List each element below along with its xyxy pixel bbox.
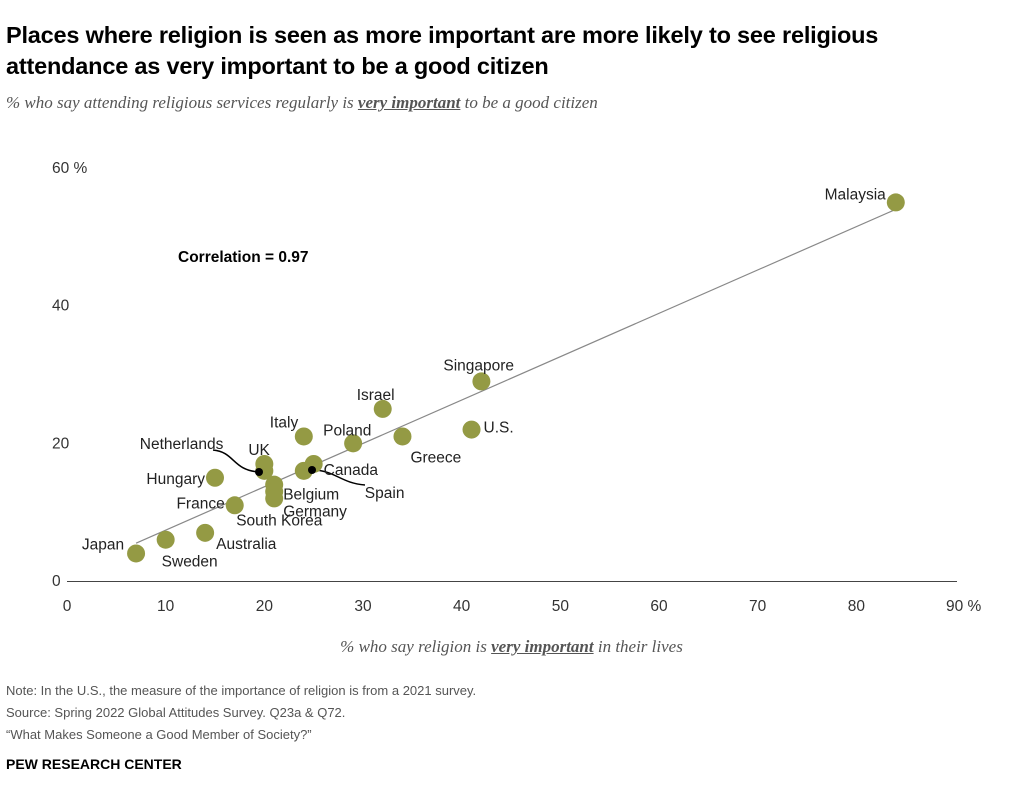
y-tick-label: 0 (52, 573, 61, 590)
label-belgium: Belgium (283, 487, 339, 504)
y-tick-label: 60 % (52, 160, 88, 177)
brand-logo-text: PEW RESEARCH CENTER (6, 756, 182, 772)
xlabel-post: in their lives (593, 637, 683, 656)
point-u-s (462, 420, 481, 439)
label-australia: Australia (216, 536, 277, 553)
spain-marker-dot (308, 466, 316, 474)
chart-title: Places where religion is seen as more im… (6, 22, 879, 79)
label-u-s: U.S. (484, 420, 514, 437)
x-tick-label: 60 (650, 598, 668, 615)
x-axis-label: % who say religion is very important in … (0, 637, 1023, 657)
x-tick-label: 10 (157, 598, 175, 615)
x-tick-label: 0 (63, 598, 72, 615)
label-netherlands: Netherlands (140, 436, 224, 453)
x-tick-label: 20 (256, 598, 274, 615)
subtitle-post: to be a good citizen (460, 93, 598, 112)
label-malaysia: Malaysia (825, 186, 887, 203)
label-japan: Japan (82, 536, 124, 553)
chart-subtitle: % who say attending religious services r… (6, 93, 598, 113)
point-singapore (472, 372, 491, 391)
correlation-annotation: Correlation = 0.97 (178, 249, 309, 266)
source: Source: Spring 2022 Global Attitudes Sur… (6, 705, 346, 720)
point-italy (294, 427, 313, 446)
point-hungary (206, 468, 224, 487)
x-tick-label: 80 (848, 598, 866, 615)
label-germany: Germany (283, 503, 347, 520)
label-south-korea: South Korea (236, 513, 323, 530)
label-sweden: Sweden (162, 554, 218, 571)
point-spain (294, 461, 313, 480)
xlabel-pre: % who say religion is (340, 637, 492, 656)
point-malaysia (886, 193, 905, 212)
note: Note: In the U.S., the measure of the im… (6, 683, 477, 698)
label-france: France (176, 495, 224, 512)
x-tick-label: 90 % (946, 598, 982, 615)
label-singapore: Singapore (443, 357, 514, 374)
x-tick-label: 40 (453, 598, 471, 615)
x-tick-label: 70 (749, 598, 767, 615)
label-poland: Poland (323, 422, 371, 439)
y-tick-label: 40 (52, 298, 70, 315)
x-tick-label: 50 (552, 598, 570, 615)
point-israel (373, 399, 392, 418)
label-canada: Canada (324, 462, 379, 479)
point-germany (265, 489, 284, 508)
subtitle-emphasis: very important (357, 93, 461, 112)
point-australia (196, 523, 215, 542)
label-hungary: Hungary (146, 471, 205, 488)
point-japan (127, 544, 146, 563)
netherlands-marker-dot (255, 468, 263, 476)
point-poland (344, 434, 363, 453)
label-greece: Greece (410, 449, 461, 466)
point-sweden (156, 530, 175, 549)
point-greece (393, 427, 412, 446)
label-spain: Spain (365, 485, 405, 502)
point-france (225, 496, 244, 515)
y-tick-label: 20 (52, 435, 70, 452)
report-title: “What Makes Someone a Good Member of Soc… (6, 727, 312, 742)
label-italy: Italy (270, 414, 299, 431)
label-israel: Israel (357, 387, 395, 404)
netherlands-leader-line (212, 449, 260, 473)
subtitle-pre: % who say attending religious services r… (6, 93, 358, 112)
label-uk: UK (248, 442, 270, 459)
xlabel-emphasis: very important (491, 637, 594, 656)
trend-line (135, 208, 897, 544)
x-tick-label: 30 (354, 598, 372, 615)
